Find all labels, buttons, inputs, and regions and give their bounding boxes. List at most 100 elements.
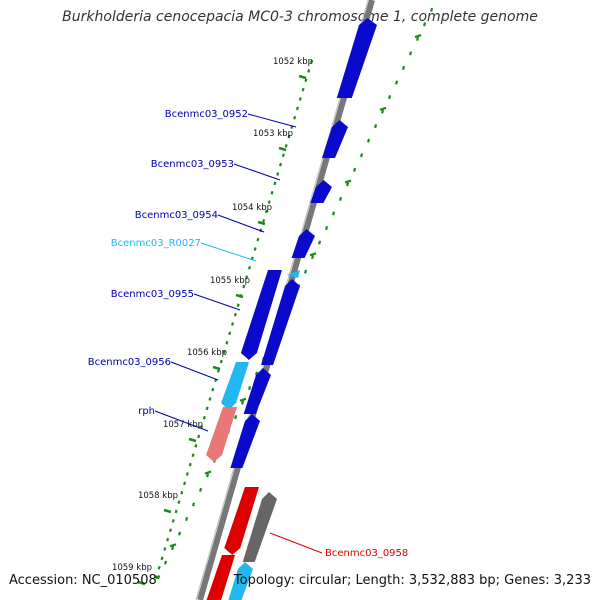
inner-tick: [185, 472, 189, 476]
outer-tick: [332, 211, 336, 216]
inner-tick: [259, 228, 263, 233]
inner-tick: [276, 172, 280, 176]
inner-tick: [242, 284, 246, 289]
gene-feature-0956-cyan: [221, 362, 249, 410]
outer-tick: [353, 167, 357, 172]
inner-tick: [197, 434, 201, 439]
trna-feature-r0027: [287, 270, 300, 278]
inner-tick: [284, 144, 288, 148]
outer-tick: [325, 225, 329, 231]
inner-tick: [202, 415, 206, 420]
gene-label[interactable]: Bcenmc03_R0027: [111, 238, 201, 249]
scale-major-tick: [257, 220, 266, 226]
inner-tick: [273, 181, 277, 186]
inner-tick: [301, 87, 305, 92]
gene-label-leader: [233, 163, 281, 181]
inner-tick: [236, 303, 240, 308]
inner-tick: [279, 162, 283, 167]
scale-major-tick: [163, 508, 172, 514]
scale-major-tick: [137, 580, 146, 586]
gene-label[interactable]: Bcenmc03_0958: [325, 548, 408, 559]
inner-tick: [166, 537, 170, 542]
gene-label-leader: [269, 532, 323, 554]
inner-tick: [295, 106, 299, 111]
inner-tick: [307, 69, 311, 73]
gene-feature-0956: [261, 279, 300, 365]
outer-tick: [409, 51, 413, 56]
gene-label[interactable]: Bcenmc03_0953: [151, 159, 234, 170]
gene-feature-0952: [336, 18, 377, 98]
outer-major-tick: [414, 34, 422, 39]
topology-label: Topology: circular; Length: 3,532,883 bp…: [233, 573, 591, 588]
gene-feature-0955-small: [291, 229, 315, 258]
outer-tick: [311, 255, 315, 260]
inner-tick: [293, 115, 297, 120]
scale-label: 1057 kbp: [163, 420, 203, 430]
inner-tick: [183, 481, 187, 486]
gene-label[interactable]: Bcenmc03_0956: [88, 357, 171, 368]
inner-tick: [163, 547, 167, 551]
inner-tick: [287, 134, 291, 139]
inner-tick: [188, 462, 192, 467]
gene-labels: Bcenmc03_0952 Bcenmc03_0953 Bcenmc03_0954 B…: [88, 109, 409, 559]
inner-tick: [231, 322, 235, 326]
gene-feature-0958-red: [224, 487, 259, 555]
scale-label: 1054 kbp: [232, 203, 272, 213]
outer-tick: [185, 516, 189, 522]
outer-tick: [346, 182, 350, 187]
inner-tick: [247, 265, 251, 270]
inner-tick-track: [154, 59, 314, 579]
gene-label-leader: [247, 113, 297, 128]
accession-label: Accession: NC_010508: [9, 573, 157, 588]
outer-major-tick: [344, 179, 352, 184]
scale-major-tick: [212, 365, 221, 371]
outer-tick: [339, 196, 343, 201]
scale-label: 1052 kbp: [273, 57, 313, 67]
scale-major-tick: [278, 146, 287, 152]
gene-feature-0955: [240, 270, 282, 360]
scale-label: 1058 kbp: [138, 491, 178, 501]
gene-label-leader: [170, 361, 219, 381]
inner-tick: [270, 190, 274, 195]
gene-feature-0953: [321, 120, 348, 158]
inner-tick: [304, 78, 308, 83]
gene-features: [206, 18, 377, 600]
scale-label: 1053 kbp: [253, 129, 293, 139]
gene-feature-rph-blue: [230, 414, 260, 468]
outer-tick: [360, 153, 364, 158]
map-title: Burkholderia cenocepacia MC0-3 chromosom…: [62, 9, 538, 25]
inner-tick: [157, 565, 161, 570]
inner-tick: [281, 153, 285, 158]
scale-label: 1055 kbp: [210, 276, 250, 286]
inner-tick: [298, 97, 302, 101]
gene-label[interactable]: rph: [138, 406, 155, 417]
outer-tick: [255, 371, 259, 376]
inner-tick: [225, 340, 229, 345]
gene-label[interactable]: Bcenmc03_0954: [135, 210, 218, 221]
inner-tick: [253, 247, 257, 251]
gene-label-leader: [217, 214, 265, 233]
inner-tick: [262, 219, 266, 223]
outer-major-tick: [309, 252, 317, 257]
scale-labels: 1052 kbp 1053 kbp 1054 kbp 1055 kbp 1056 kbp…: [112, 57, 313, 586]
inner-tick: [233, 312, 237, 317]
outer-tick: [416, 36, 420, 41]
inner-tick: [256, 237, 260, 242]
inner-tick: [205, 406, 209, 411]
gene-label[interactable]: Bcenmc03_0952: [165, 109, 248, 120]
gene-feature-rph-strand: [243, 368, 271, 414]
outer-tick: [248, 386, 252, 391]
outer-tick: [430, 7, 434, 12]
outer-tick: [388, 95, 392, 100]
outer-major-tick: [379, 106, 387, 111]
inner-tick: [168, 528, 172, 533]
gene-label[interactable]: Bcenmc03_0955: [111, 289, 194, 300]
gene-feature-rph: [206, 407, 237, 462]
scale-major-tick: [188, 437, 197, 443]
inner-tick: [264, 209, 268, 214]
outer-tick: [381, 109, 385, 114]
outer-tick: [157, 575, 161, 580]
inner-tick: [208, 397, 212, 401]
outer-tick: [402, 65, 406, 70]
